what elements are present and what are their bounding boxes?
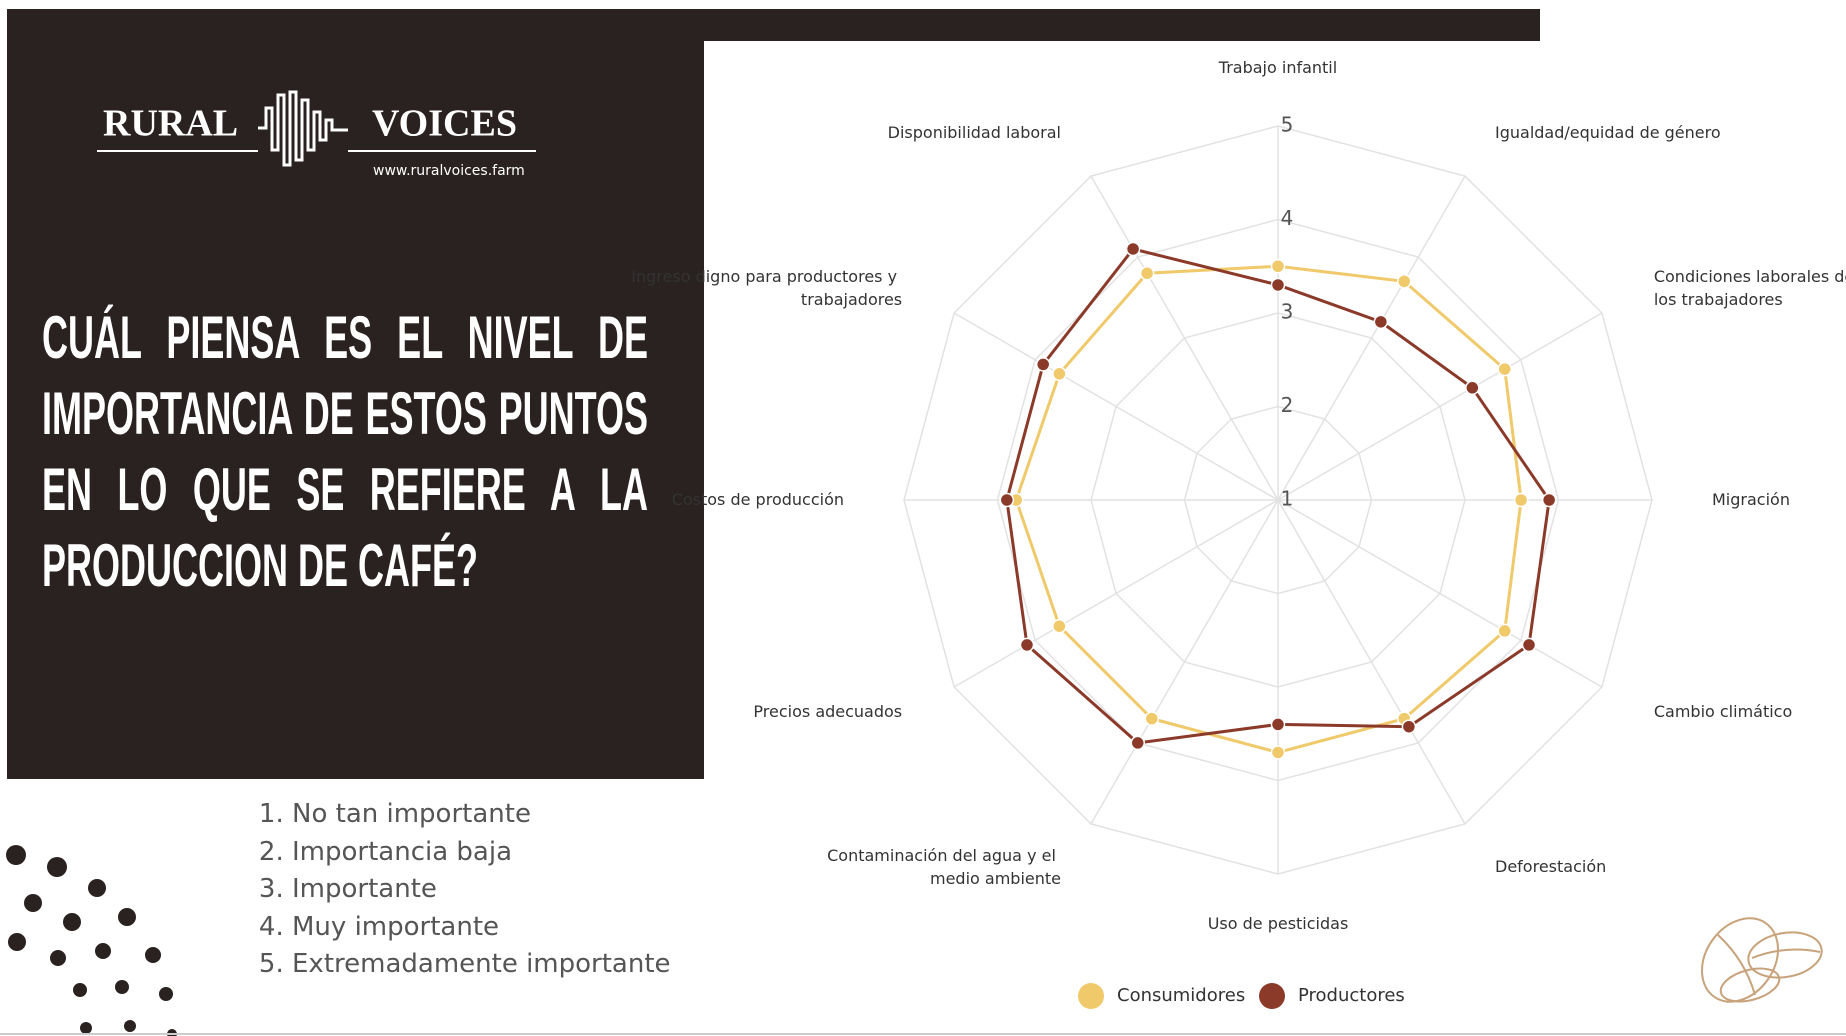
data-point [1270,717,1286,732]
scale-item: Importante [292,871,671,909]
dots [6,845,177,1036]
r-tick-label: 3 [1281,300,1294,324]
spoke [953,312,1279,501]
spoke [1277,175,1466,501]
logo-wave [258,90,348,167]
data-point [1052,618,1067,634]
category-label: Ingreso digno para productores y trabaja… [631,267,902,309]
legend-swatch [1078,983,1104,1009]
data-point [1497,361,1512,377]
data-point [1139,266,1155,281]
data-point [999,492,1015,508]
data-point [1373,314,1389,330]
category-label: Condiciones laborales de todos los traba… [1654,267,1846,309]
data-point [1270,259,1286,274]
category-label: Trabajo infantil [1218,58,1337,77]
spoke [1277,499,1603,688]
coffee-beans [1701,917,1823,1003]
category-label: Contaminación del agua y el medio ambien… [827,846,1061,888]
spoke [953,499,1279,688]
data-point [1052,366,1067,382]
series-line [1014,264,1523,755]
logo-url: www.ruralvoices.farm [373,163,525,179]
title-panel [7,9,704,779]
category-label: Uso de pesticidas [1208,914,1349,933]
scale-item: Muy importante [292,909,671,947]
data-point [1144,711,1160,726]
scale-item: Extremadamente importante [292,946,671,984]
data-point [1541,492,1557,508]
scale-item: No tan importante [292,796,671,834]
legend-label: Productores [1298,985,1405,1006]
r-tick-label: 1 [1281,487,1294,511]
data-point [1019,637,1035,653]
spoke [1090,499,1279,825]
data-point [1513,492,1529,508]
scale-list: No tan importanteImportancia bajaImporta… [268,796,671,984]
category-label: Deforestación [1495,857,1606,876]
legend-swatch [1259,983,1285,1009]
logo-text: RURAL [103,103,238,145]
data-point [1130,735,1145,751]
data-point [1270,745,1286,760]
category-label: Igualdad/equidad de género [1495,122,1721,141]
data-point [1396,274,1412,289]
r-tick-label: 4 [1281,206,1294,230]
r-tick-label: 5 [1281,113,1294,137]
spoke [1277,499,1466,825]
category-label: Costos de producción [672,490,844,509]
data-point [1125,241,1141,257]
category-label: Disponibilidad laboral [888,122,1061,141]
spoke [1090,175,1279,501]
legend-label: Consumidores [1117,985,1245,1006]
scale-item: Importancia baja [292,834,671,872]
data-point [1465,380,1480,396]
radar-chart: 1 2 3 4 5 Trabajo infantil Igualdad/equidad de… [631,58,1846,1009]
data-point [1270,277,1286,293]
data-point [1497,623,1512,639]
category-label: Migración [1712,490,1790,509]
r-tick-label: 2 [1281,393,1294,417]
data-point [1521,637,1537,653]
data-point [1035,357,1051,372]
logo-text: VOICES [372,103,517,145]
spoke [1277,312,1603,501]
question: CUÁL PIENSA ES EL NIVEL DE IMPORTANCIA D… [42,304,648,599]
category-label: Precios adecuados [753,702,902,721]
data-point [1401,719,1417,734]
category-label: Cambio climático [1654,702,1792,721]
logo: RURAL VOICES www.ruralvoices.farm [97,90,536,179]
